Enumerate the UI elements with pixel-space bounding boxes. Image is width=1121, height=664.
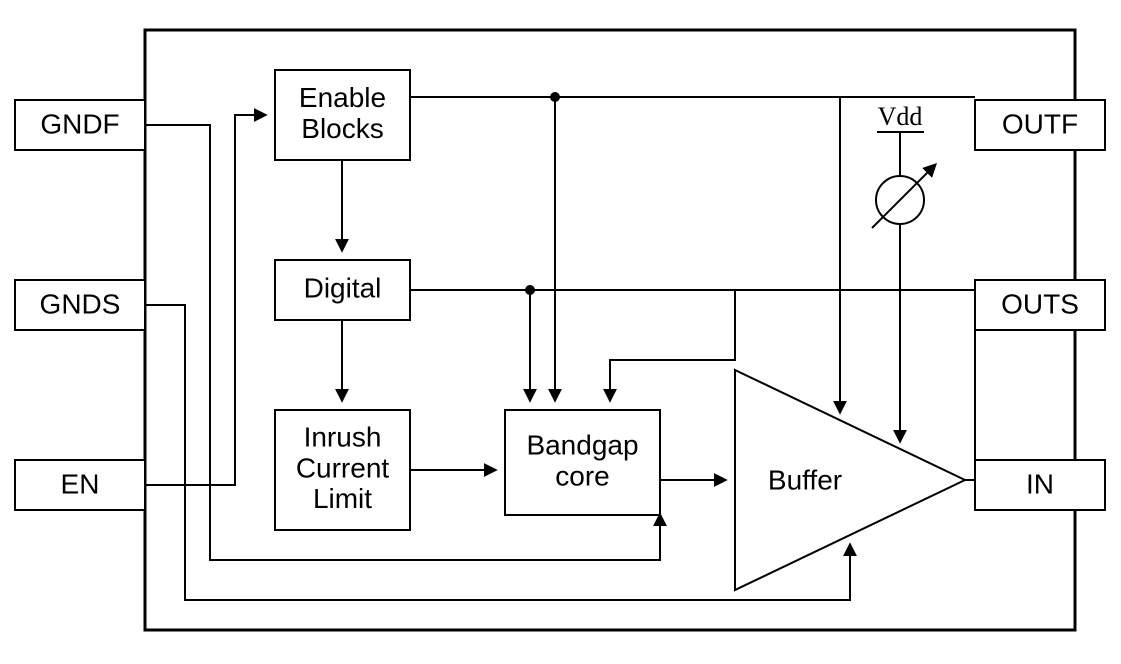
block-label-inrush-1: Current: [296, 452, 390, 483]
block-label-bandgap-1: core: [555, 460, 609, 491]
vdd-label: Vdd: [878, 102, 923, 131]
pin-label-outs: OUTS: [1001, 288, 1079, 319]
block-label-bandgap-0: Bandgap: [526, 429, 638, 460]
block-label-buffer: Buffer: [768, 464, 842, 495]
block-label-inrush-2: Limit: [313, 483, 372, 514]
pin-label-gndf: GNDF: [40, 108, 119, 139]
block-label-enable-1: Blocks: [301, 113, 383, 144]
wire-digital-tap-buffer: [610, 290, 735, 400]
block-label-inrush-0: Inrush: [304, 422, 382, 453]
pin-label-en: EN: [61, 468, 100, 499]
pin-label-in: IN: [1026, 468, 1054, 499]
junction-j-enable-bus: [550, 92, 560, 102]
pin-label-outf: OUTF: [1002, 108, 1078, 139]
pin-label-gnds: GNDS: [40, 288, 121, 319]
block-label-enable-0: Enable: [299, 82, 386, 113]
wire-buffer-out-to-outs: [965, 330, 975, 480]
block-label-digital-0: Digital: [304, 272, 382, 303]
junction-j-digital-bus: [525, 285, 535, 295]
wire-en-to-enable: [145, 115, 265, 485]
